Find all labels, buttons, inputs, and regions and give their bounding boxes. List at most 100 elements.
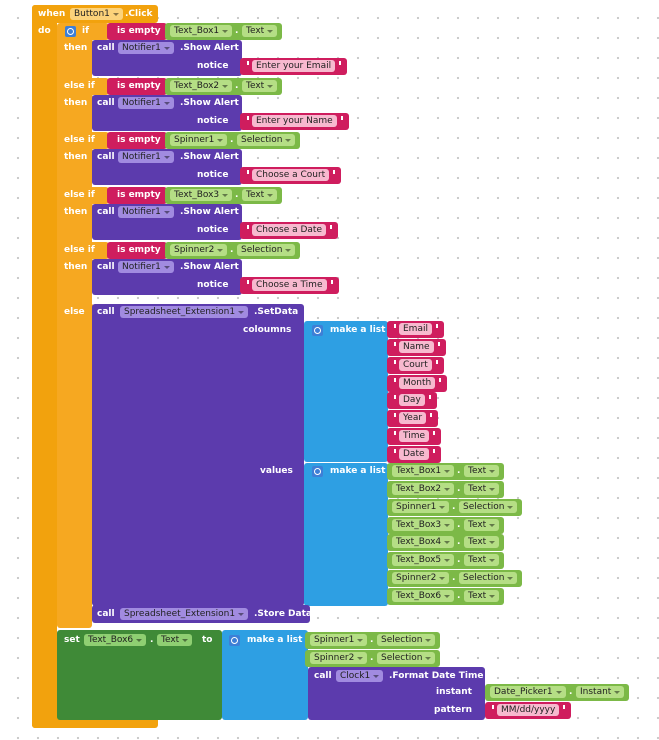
dropdown-field[interactable]: Text — [242, 25, 278, 37]
if-row[interactable] — [57, 78, 109, 95]
dropdown-field[interactable]: Text_Box2 — [170, 80, 233, 92]
set-data-block[interactable] — [92, 304, 304, 606]
dropdown-field[interactable]: Text — [242, 80, 278, 92]
dropdown-field[interactable]: Clock1 — [336, 670, 384, 682]
event-block[interactable] — [32, 5, 57, 728]
dropdown-field[interactable]: Text_Box1 — [392, 465, 455, 477]
dropdown-arrow — [444, 594, 451, 598]
dropdown-field[interactable]: Spinner2 — [310, 651, 368, 664]
block-label: . — [235, 190, 239, 200]
dropdown-field[interactable]: Text — [464, 465, 500, 477]
dropdown-field[interactable]: Selection — [459, 572, 518, 585]
dropdown-arrow — [489, 541, 496, 545]
else-row[interactable] — [57, 304, 94, 321]
mutator-icon[interactable] — [312, 325, 323, 336]
dropdown-field[interactable]: Spinner1 — [170, 134, 228, 146]
text-field[interactable]: Choose a Date — [252, 224, 326, 236]
make-list-block[interactable] — [304, 463, 388, 606]
block-label: .Show Alert — [180, 43, 239, 53]
dropdown-field[interactable]: Text_Box6 — [392, 589, 455, 602]
text-field[interactable]: Email — [399, 323, 432, 335]
is-empty-block[interactable] — [107, 78, 167, 95]
dropdown-field[interactable]: Spreadsheet_Extension1 — [120, 306, 249, 318]
is-empty-block[interactable] — [107, 187, 167, 204]
if-block[interactable] — [57, 24, 92, 628]
block-label: then — [64, 152, 88, 162]
then-row[interactable] — [57, 149, 94, 166]
then-row[interactable] — [57, 204, 94, 221]
block-label: . — [457, 537, 461, 548]
dropdown-field[interactable]: Text — [464, 589, 500, 602]
make-list-block[interactable] — [304, 321, 388, 462]
text-field[interactable]: Court — [399, 358, 432, 371]
dropdown-field[interactable]: Selection — [237, 134, 296, 146]
quote-mark — [433, 448, 435, 453]
dropdown-field[interactable]: Selection — [459, 500, 518, 513]
text-field[interactable]: Enter your Name — [252, 115, 337, 127]
text-field[interactable]: Year — [399, 412, 427, 425]
then-row[interactable] — [57, 95, 94, 112]
dropdown-field[interactable]: Text_Box3 — [170, 189, 233, 201]
dropdown-arrow — [489, 487, 496, 491]
dropdown-field[interactable]: Spinner1 — [310, 634, 368, 646]
text-field[interactable]: Choose a Court — [252, 169, 330, 181]
dropdown-field[interactable]: Text_Box6 — [84, 634, 147, 646]
dropdown-field[interactable]: Text — [464, 482, 500, 495]
dropdown-field[interactable]: Text_Box3 — [392, 518, 455, 531]
dropdown-field[interactable]: Spreadsheet_Extension1 — [120, 608, 249, 620]
dropdown-field[interactable]: Text_Box4 — [392, 536, 455, 549]
if-row[interactable] — [57, 187, 109, 204]
dropdown-field[interactable]: Instant — [576, 686, 625, 698]
block-label: then — [64, 43, 88, 53]
text-field[interactable]: MM/dd/yyyy — [497, 704, 560, 716]
quote-mark — [563, 705, 565, 709]
dropdown-field[interactable]: Spinner2 — [170, 244, 228, 256]
dropdown-field[interactable]: Spinner1 — [392, 500, 450, 513]
dropdown-field[interactable]: Text — [242, 189, 278, 201]
text-field[interactable]: Enter your Email — [252, 60, 336, 72]
text-field[interactable]: Name — [399, 340, 434, 353]
dropdown-field[interactable]: Selection — [377, 634, 436, 646]
dropdown-field[interactable]: Notifier1 — [118, 151, 174, 163]
dropdown-field[interactable]: Selection — [237, 244, 296, 256]
block-label: .Show Alert — [180, 98, 239, 108]
mutator-icon[interactable] — [312, 466, 323, 477]
quote-mark — [394, 413, 396, 418]
dropdown-field[interactable]: Date_Picker1 — [490, 686, 566, 698]
mutator-icon[interactable] — [65, 26, 76, 37]
dropdown-field[interactable]: Text — [464, 554, 500, 567]
dropdown-field[interactable]: Text — [464, 518, 500, 531]
dropdown-field[interactable]: Notifier1 — [118, 42, 174, 54]
dropdown-field[interactable]: Button1 — [70, 8, 123, 20]
dropdown-field[interactable]: Text_Box1 — [170, 25, 233, 37]
text-field[interactable]: Month — [399, 376, 436, 389]
dropdown-arrow — [112, 13, 119, 16]
then-row[interactable] — [57, 40, 94, 57]
dropdown-field[interactable]: Notifier1 — [118, 97, 174, 109]
text-field[interactable]: Day — [399, 394, 425, 407]
dropdown-field[interactable]: Spinner2 — [392, 572, 450, 585]
dropdown-field[interactable]: Text_Box5 — [392, 554, 455, 567]
block-label: . — [370, 635, 374, 645]
dropdown-field[interactable]: Text_Box2 — [392, 482, 455, 495]
then-row[interactable] — [57, 259, 94, 276]
block-label: . — [452, 573, 456, 584]
text-field[interactable]: Time — [399, 430, 430, 443]
dropdown-field[interactable]: Notifier1 — [118, 261, 174, 273]
quote-mark — [394, 377, 396, 382]
block-label: notice — [197, 280, 229, 290]
is-empty-block[interactable] — [107, 242, 167, 259]
mutator-icon[interactable] — [229, 635, 240, 646]
dropdown-field[interactable]: Text — [157, 634, 193, 646]
dropdown-field[interactable]: Notifier1 — [118, 206, 174, 218]
if-row[interactable] — [57, 132, 109, 149]
is-empty-block[interactable] — [107, 23, 167, 40]
text-field[interactable]: Choose a Time — [252, 279, 327, 291]
block-label: call — [97, 152, 115, 162]
quote-mark — [394, 448, 396, 453]
is-empty-block[interactable] — [107, 132, 167, 149]
text-field[interactable]: Date — [399, 447, 429, 460]
dropdown-field[interactable]: Selection — [377, 651, 436, 664]
dropdown-field[interactable]: Text — [464, 536, 500, 549]
if-row[interactable] — [57, 242, 109, 259]
